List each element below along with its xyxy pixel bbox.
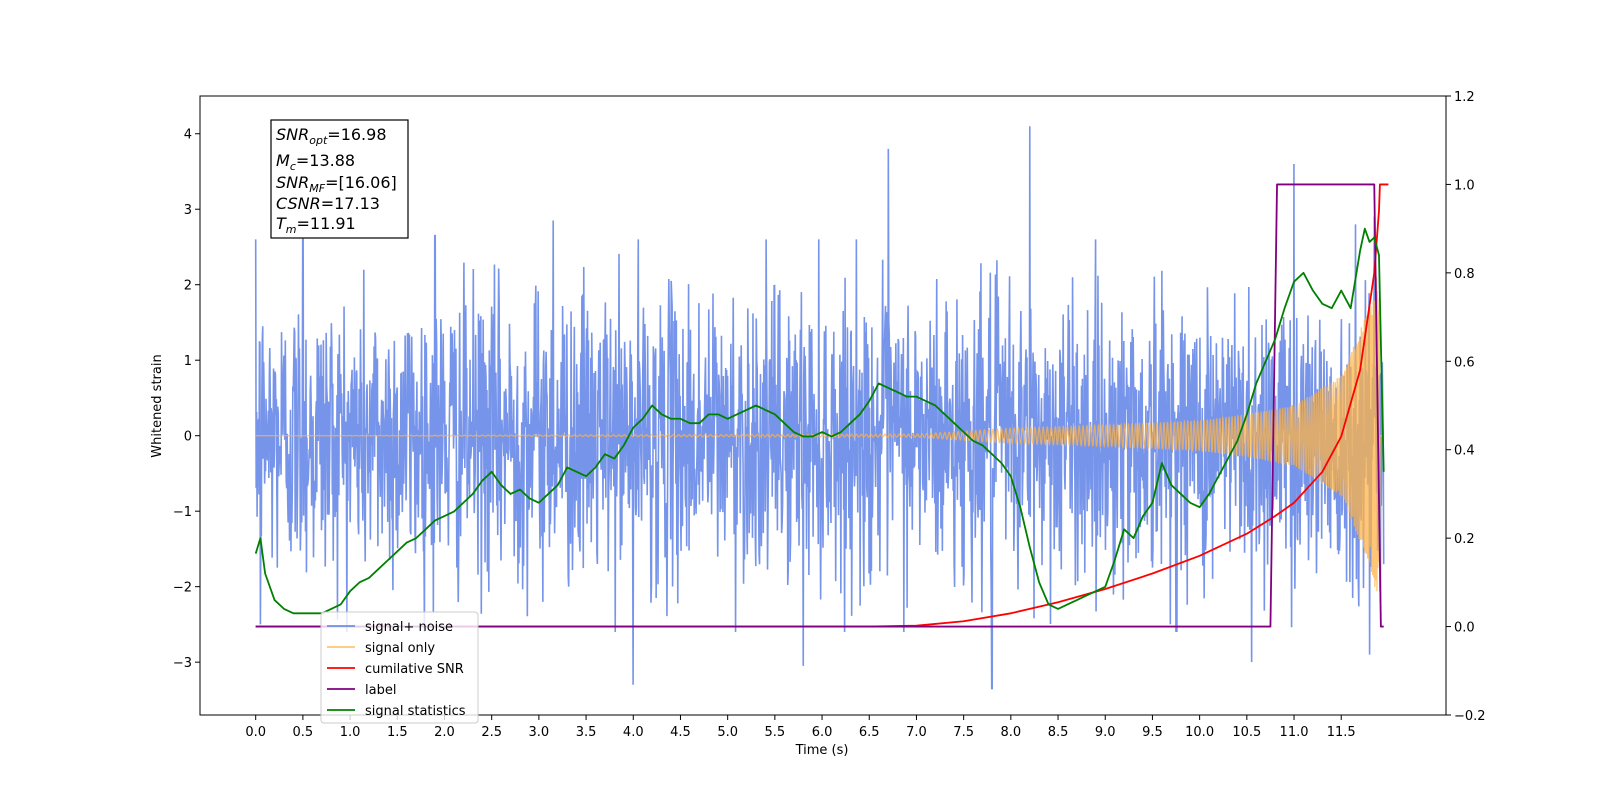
- y-right-tick-label: 1.0: [1454, 178, 1475, 193]
- y-right-tick-label: −0.2: [1454, 709, 1486, 724]
- series-label: [255, 183, 1384, 628]
- x-tick-label: 2.5: [481, 725, 502, 740]
- annotation-subscript: c: [290, 160, 296, 173]
- annotation-symbol: SNR: [276, 125, 309, 144]
- series-signal-only: [255, 277, 1384, 592]
- annotation-symbol: T: [276, 214, 287, 233]
- x-tick-label: 5.0: [717, 725, 738, 740]
- y-axis-left-ticks: −3 −2 −1 0 1 2 3 4: [173, 128, 200, 671]
- x-tick-label: 5.5: [765, 725, 786, 740]
- x-tick-label: 8.5: [1048, 725, 1069, 740]
- annotation-value: =11.91: [297, 214, 356, 233]
- x-tick-label: 2.0: [434, 725, 455, 740]
- y-left-tick-label: 3: [184, 203, 192, 218]
- annotation-symbol: CSNR: [276, 194, 321, 213]
- x-tick-label: 4.0: [623, 725, 644, 740]
- annotation-frame: [270, 119, 409, 239]
- x-tick-label: 4.5: [670, 725, 691, 740]
- x-tick-label: 10.0: [1185, 725, 1214, 740]
- annotation-value: =13.88: [296, 151, 355, 170]
- x-tick-label: 3.0: [529, 725, 550, 740]
- legend-label: cumilative SNR: [365, 662, 464, 677]
- series-cumilative-snr: [255, 183, 1389, 628]
- y-right-tick-label: 0.0: [1454, 621, 1475, 636]
- legend-label: label: [365, 683, 396, 698]
- y-left-tick-label: −3: [173, 656, 192, 671]
- y-left-tick-label: −2: [173, 581, 192, 596]
- annotation-line: Tm=11.91: [276, 214, 356, 236]
- legend-label: signal+ noise: [365, 620, 453, 635]
- y-right-tick-label: 0.4: [1454, 444, 1475, 459]
- y-left-tick-label: 1: [184, 354, 192, 369]
- series-layer: [254, 126, 1389, 690]
- y-axis-left-label: Whitened strain: [150, 354, 165, 457]
- x-tick-label: 6.0: [812, 725, 833, 740]
- legend-label: signal only: [365, 641, 435, 656]
- annotation-line: CSNR=17.13: [276, 194, 380, 213]
- annotation-value: =16.98: [327, 125, 386, 144]
- x-axis-ticks: 0.0 0.5 1.0 1.5 2.0 2.5 3.0 3.5 4.0 4.5 5.0 5.5 6.0 6…: [245, 715, 1356, 740]
- y-right-tick-label: 0.6: [1454, 355, 1475, 370]
- y-right-tick-label: 0.8: [1454, 267, 1475, 282]
- legend-label: signal statistics: [365, 704, 466, 719]
- x-tick-label: 9.5: [1142, 725, 1163, 740]
- x-tick-label: 11.0: [1280, 725, 1309, 740]
- x-tick-label: 1.5: [387, 725, 408, 740]
- annotation-line: SNRopt=16.98: [276, 125, 387, 147]
- annotation-box: SNRopt=16.98Mc=13.88SNRMF=[16.06]CSNR=17…: [270, 119, 409, 239]
- x-tick-label: 1.0: [340, 725, 361, 740]
- y-left-tick-label: 0: [184, 430, 192, 445]
- plot-frame: [199, 95, 1447, 716]
- series-signal-statistics: [254, 227, 1385, 615]
- annotation-subscript: MF: [309, 182, 325, 195]
- y-axis-right-ticks: −0.2 0.0 0.2 0.4 0.6 0.8 1.0 1.2: [1446, 90, 1486, 724]
- x-tick-label: 3.5: [576, 725, 597, 740]
- x-axis-label: Time (s): [795, 743, 849, 758]
- annotation-value: =17.13: [321, 194, 380, 213]
- y-left-tick-label: 4: [184, 128, 192, 143]
- y-right-tick-label: 1.2: [1454, 90, 1475, 105]
- x-tick-label: 0.5: [293, 725, 314, 740]
- series-signal-noise: [254, 126, 1385, 690]
- y-left-tick-label: −1: [173, 505, 192, 520]
- annotation-symbol: M: [276, 151, 290, 170]
- legend: signal+ noise signal only cumilative SNR la…: [320, 611, 479, 724]
- y-right-tick-label: 0.2: [1454, 532, 1475, 547]
- legend-frame: [320, 611, 479, 724]
- annotation-value: =[16.06]: [325, 173, 397, 192]
- annotation-symbol: SNR: [276, 173, 309, 192]
- x-tick-label: 10.5: [1232, 725, 1261, 740]
- x-tick-label: 9.0: [1095, 725, 1116, 740]
- x-tick-label: 8.0: [1001, 725, 1022, 740]
- x-tick-label: 7.0: [906, 725, 927, 740]
- annotation-line: Mc=13.88: [276, 151, 355, 173]
- annotation-line: SNRMF=[16.06]: [276, 173, 397, 195]
- annotation-subscript: opt: [309, 134, 328, 147]
- x-tick-label: 11.5: [1327, 725, 1356, 740]
- annotation-subscript: m: [286, 223, 297, 236]
- y-left-tick-label: 2: [184, 279, 192, 294]
- x-tick-label: 0.0: [245, 725, 266, 740]
- x-tick-label: 7.5: [953, 725, 974, 740]
- x-tick-label: 6.5: [859, 725, 880, 740]
